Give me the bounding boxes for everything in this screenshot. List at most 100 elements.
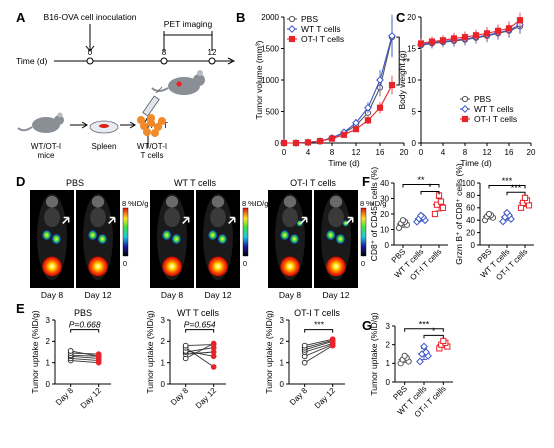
pet-colorbar-min-2: 0: [361, 259, 365, 268]
B-ytick-label-4: 2000: [261, 13, 279, 22]
pet-colorbar-unit-0: %ID/g: [128, 199, 148, 208]
B-point-2-1: [292, 139, 300, 147]
B-point-2-9: [388, 81, 396, 89]
pet-image-1-day12-organ-left: [208, 230, 218, 240]
E3-pair-line-4: [304, 339, 333, 349]
F1-point-2-3: [437, 198, 445, 205]
mice-label-line2: mice: [38, 151, 55, 160]
inoculation-label: B16-OVA cell inoculation: [44, 12, 137, 22]
pet-day-label-1-0: Day 8: [161, 290, 183, 300]
E3-category-label-0: Day 8: [288, 386, 310, 408]
E3-sig-label: ***: [314, 320, 325, 330]
B-point-2-6: [352, 126, 360, 133]
pet-image-0-day8-head: [45, 195, 59, 208]
recipient-mouse-icon: [151, 70, 205, 95]
chart-c: 0 5 10 15 20 Body weight (g) C 0 4 8 12 16 20 Time (d…: [396, 10, 536, 168]
pet-image-1-day8-organ-right: [172, 234, 181, 244]
G-ytick-label-3: 3: [386, 322, 391, 331]
F2-y-axis-label: Grzm B⁺ of CD8⁺ cells (%): [454, 163, 464, 265]
G-point-0-4: [401, 352, 408, 359]
E1-pair-line-0: [70, 360, 99, 364]
pet-day-label-0-1: Day 12: [85, 290, 112, 300]
E1-ytick-label-3: 3: [46, 316, 51, 325]
pet-image-0-day12: [76, 190, 120, 288]
pet-day-label-1-1: Day 12: [205, 290, 232, 300]
E3-day8-point-5: [301, 342, 308, 349]
G-ytick-label-0: 0: [386, 378, 391, 387]
B-ytick-label-3: 1500: [261, 44, 279, 53]
F2-point-2-1: [525, 202, 533, 209]
E3-pair-line-1: [304, 344, 333, 357]
F2-ytick-label-4: 80: [466, 191, 475, 200]
C-y-axis-label: Body weight (g): [397, 50, 407, 109]
E2-pair-line-5: [185, 344, 214, 347]
C-xtick-label-0: 0: [419, 148, 424, 157]
B-point-2-3: [316, 138, 324, 145]
pet-colorbar-unit-1: %ID/g: [248, 199, 268, 208]
timeline-axis-label: Time (d): [16, 56, 47, 66]
E1-panel-label: E: [16, 301, 25, 316]
F2-sig-bracket-0: [488, 184, 526, 189]
inoculation-arrowhead: [85, 45, 95, 52]
pet-image-0-day12-organ-left: [88, 230, 98, 240]
F2-sig-label-1: ***: [511, 183, 522, 193]
pet-image-1-day8-tumor-arrow: [182, 216, 190, 224]
B-legend-marker-0: [288, 15, 296, 23]
C-point-2-7: [494, 27, 502, 34]
E1-day8-point-5: [67, 348, 74, 354]
chart-e3: 0 1 2 3 Tumor uptake (%ID/g) OT-I T cells Day …: [264, 308, 345, 410]
E3-pair-line-0: [304, 345, 333, 364]
B-x-axis-label: Time (d): [328, 158, 359, 168]
pet-colorbar-1: [242, 207, 249, 257]
spleen-label: Spleen: [92, 142, 117, 151]
pet-colorbar-unit-2: %ID/g: [366, 199, 386, 208]
pet-day-label-2-0: Day 8: [279, 290, 301, 300]
arrow-spleen-tcells-head: [129, 121, 136, 129]
F1-point-1-4: [417, 211, 425, 220]
pet-colorbar-min-1: 0: [243, 259, 247, 268]
F1-ytick-label-3: 30: [380, 194, 389, 203]
B-sig-label: **: [402, 57, 410, 68]
C-ytick-label-2: 10: [407, 76, 416, 85]
F2-sig-bracket-1: [506, 191, 526, 196]
C-ytick-label-3: 15: [407, 44, 416, 53]
pet-image-2-day12-organ-right: [336, 234, 345, 244]
pet-colorbar-max-1: 8: [242, 199, 246, 208]
spleen-dish-icon: [89, 120, 119, 134]
pet-day-label-0-0: Day 8: [41, 290, 63, 300]
C-point-2-8: [505, 25, 513, 32]
pet-imaging-label: PET imaging: [164, 19, 213, 29]
pet-image-0-day12-tumor-arrow: [108, 216, 116, 224]
pet-image-0-day8: [30, 190, 74, 288]
B-xtick-label-3: 12: [352, 148, 361, 157]
C-series-line-2: [420, 19, 521, 45]
E1-sig-bracket: [70, 329, 100, 333]
E2-pair-line-1: [185, 351, 214, 355]
timeline-tick-8: 8: [162, 48, 167, 57]
C-point-2-2: [439, 37, 447, 44]
E3-category-label-1: Day 12: [313, 386, 338, 411]
C-xtick-label-5: 20: [527, 148, 536, 157]
E1-ytick-label-2: 2: [46, 337, 51, 346]
C-point-2-4: [461, 34, 469, 41]
pet-image-1-day12-bladder-hotspot: [208, 256, 228, 277]
E2-category-label-0: Day 8: [169, 386, 191, 408]
tcells-label-line2: T cells: [141, 151, 164, 160]
panel-a: A B16-OVA cell inoculation PET imaging T…: [16, 10, 236, 160]
donor-mouse-icon: [17, 112, 64, 133]
pet-colorbar-0: [122, 207, 129, 257]
B-ytick-label-2: 1000: [261, 76, 279, 85]
panel-d-label: D: [16, 174, 25, 189]
G-ytick-label-1: 1: [386, 359, 391, 368]
E3-day8-point-0: [301, 359, 308, 366]
G-ytick-label-2: 2: [386, 340, 391, 349]
B-point-2-8: [376, 104, 384, 111]
pet-group-title-2: OT-I T cells: [290, 178, 336, 188]
E3-ytick-label-2: 2: [280, 337, 285, 346]
F1-sig-bracket-1: [420, 191, 440, 195]
F2-ytick-label-1: 20: [466, 228, 475, 237]
G-sig-label-1: *: [432, 326, 436, 336]
